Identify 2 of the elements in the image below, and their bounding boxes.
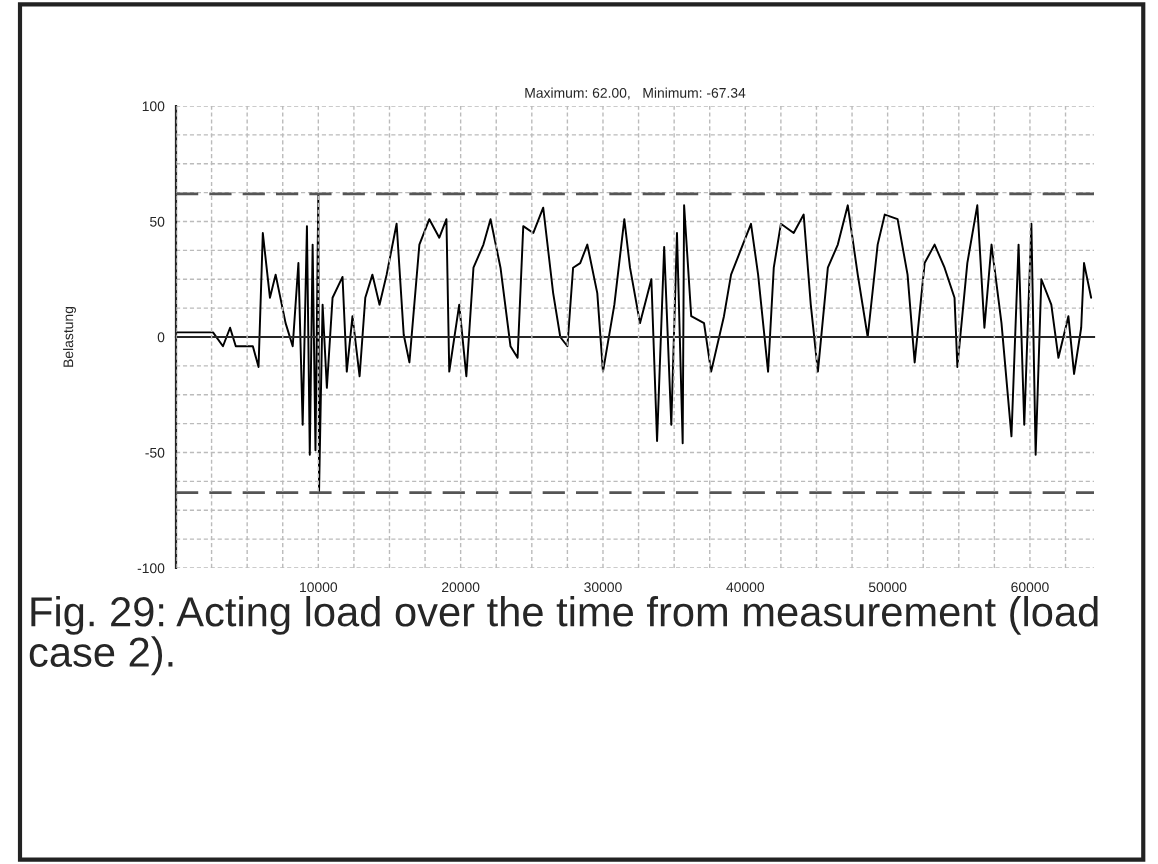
line-series [176,192,1093,494]
caption: Fig. 29: Acting load over the time from measurement (load case 2). [29,596,1098,676]
